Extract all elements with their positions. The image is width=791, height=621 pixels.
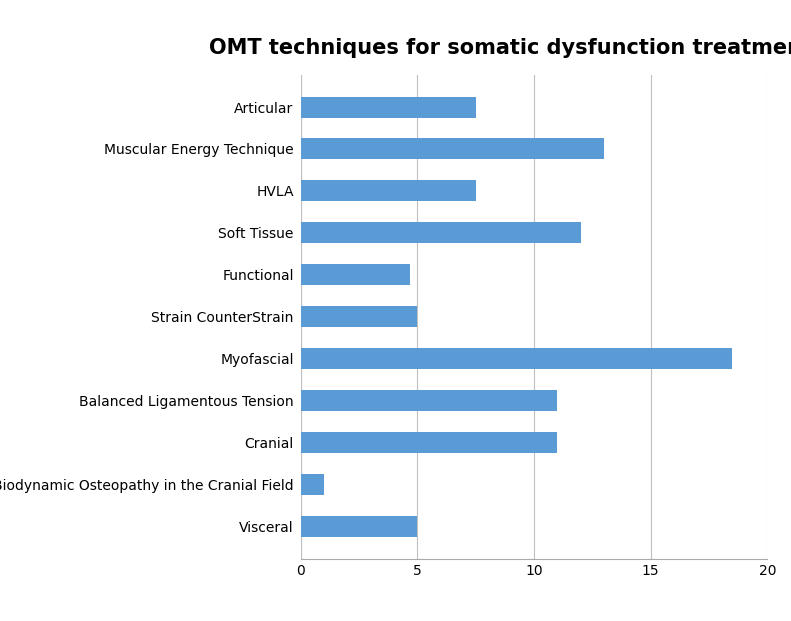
- Title: OMT techniques for somatic dysfunction treatment (%): OMT techniques for somatic dysfunction t…: [209, 38, 791, 58]
- Bar: [301, 96, 475, 117]
- Bar: [301, 181, 475, 201]
- Bar: [301, 516, 418, 537]
- Bar: [301, 138, 604, 160]
- Bar: [301, 474, 324, 495]
- Bar: [301, 222, 581, 243]
- Bar: [301, 432, 557, 453]
- Bar: [301, 348, 732, 369]
- Bar: [301, 306, 418, 327]
- Bar: [301, 265, 411, 285]
- Bar: [301, 390, 557, 411]
